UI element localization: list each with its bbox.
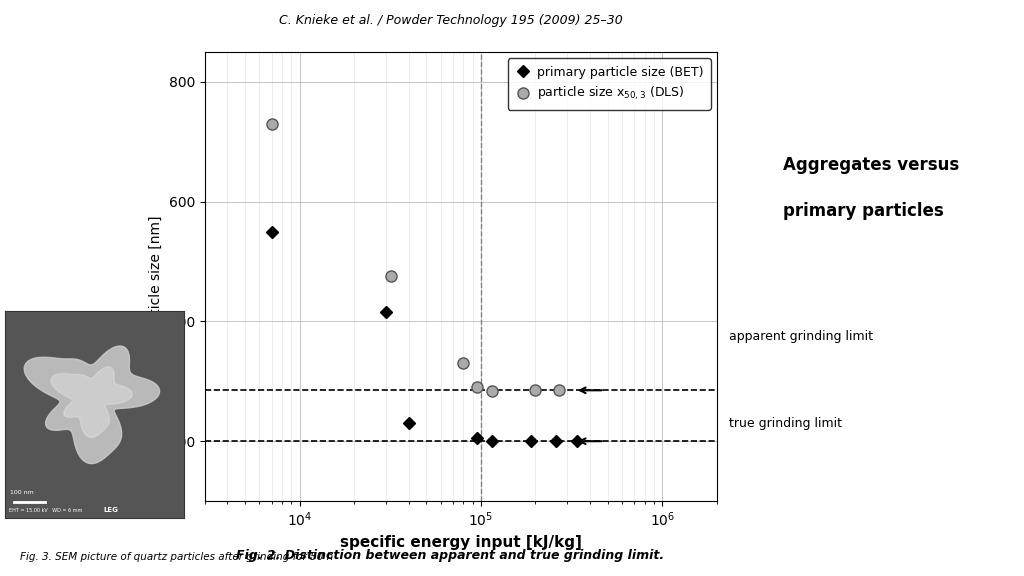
Legend: primary particle size (BET), particle size x$_{50,3}$ (DLS): primary particle size (BET), particle si… (508, 58, 711, 109)
Text: Fig. 2. Distinction between apparent and true grinding limit.: Fig. 2. Distinction between apparent and… (237, 548, 665, 562)
Text: EHT = 15.00 kV   WD = 6 mm: EHT = 15.00 kV WD = 6 mm (8, 508, 82, 513)
Text: apparent grinding limit: apparent grinding limit (729, 331, 873, 343)
primary particle size (BET) (525, 438, 538, 445)
Text: LEG: LEG (103, 507, 119, 513)
Polygon shape (25, 346, 160, 464)
Text: true grinding limit: true grinding limit (729, 417, 842, 430)
particle size x$_{50,3}$ (DLS) (265, 120, 278, 127)
particle size x$_{50,3}$ (DLS) (485, 388, 498, 395)
primary particle size (BET) (380, 309, 392, 316)
X-axis label: specific energy input [kJ/kg]: specific energy input [kJ/kg] (340, 535, 582, 550)
Line: particle size x$_{50,3}$ (DLS): particle size x$_{50,3}$ (DLS) (266, 118, 564, 397)
primary particle size (BET) (265, 228, 278, 235)
primary particle size (BET) (571, 438, 584, 445)
Polygon shape (51, 367, 132, 437)
primary particle size (BET) (402, 420, 415, 427)
particle size x$_{50,3}$ (DLS) (385, 273, 397, 280)
primary particle size (BET) (471, 435, 483, 442)
primary particle size (BET) (485, 438, 498, 445)
particle size x$_{50,3}$ (DLS) (471, 384, 483, 391)
Y-axis label: particle size [nm]: particle size [nm] (150, 216, 163, 337)
particle size x$_{50,3}$ (DLS) (529, 387, 542, 394)
Text: Fig. 3. SEM picture of quartz particles after grinding for 50 h: Fig. 3. SEM picture of quartz particles … (20, 552, 334, 562)
Text: Aggregates versus: Aggregates versus (783, 156, 959, 173)
Text: 100 nm: 100 nm (10, 490, 34, 495)
primary particle size (BET) (550, 438, 562, 445)
particle size x$_{50,3}$ (DLS) (553, 387, 565, 394)
Text: C. Knieke et al. / Powder Technology 195 (2009) 25–30: C. Knieke et al. / Powder Technology 195… (279, 14, 623, 28)
Text: primary particles: primary particles (783, 202, 944, 219)
Line: primary particle size (BET): primary particle size (BET) (267, 228, 582, 445)
particle size x$_{50,3}$ (DLS) (457, 360, 469, 367)
